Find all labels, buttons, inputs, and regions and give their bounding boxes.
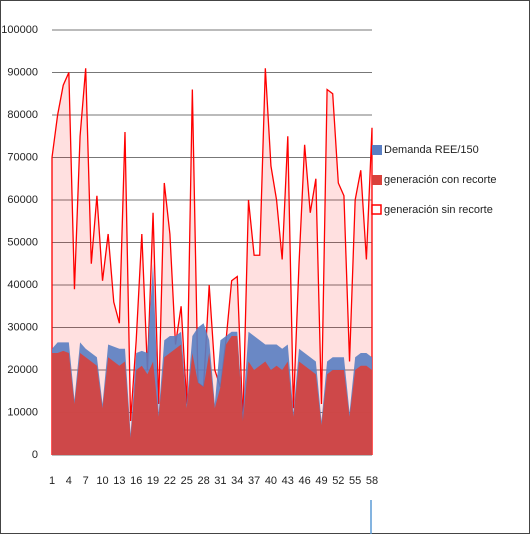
x-tick-label: 1 — [49, 475, 55, 487]
x-tick-label: 55 — [349, 475, 361, 487]
x-tick-label: 10 — [96, 475, 108, 487]
x-tick-label: 4 — [66, 475, 72, 487]
y-tick-label: 70000 — [7, 151, 38, 163]
x-tick-label: 52 — [332, 475, 344, 487]
legend-label: Demanda REE/150 — [384, 144, 479, 156]
x-tick-label: 13 — [113, 475, 125, 487]
area — [52, 336, 372, 455]
y-tick-label: 0 — [32, 449, 38, 461]
x-tick-label: 46 — [299, 475, 311, 487]
legend-label: generación con recorte — [384, 174, 497, 186]
legend-swatch — [371, 204, 382, 215]
x-tick-label: 43 — [282, 475, 294, 487]
y-tick-label: 90000 — [7, 66, 38, 78]
x-tick-label: 25 — [181, 475, 193, 487]
x-tick-label: 37 — [248, 475, 260, 487]
y-tick-label: 10000 — [7, 406, 38, 418]
y-tick-label: 30000 — [7, 321, 38, 333]
x-tick-label: 34 — [231, 475, 243, 487]
x-tick-label: 22 — [164, 475, 176, 487]
x-tick-label: 58 — [366, 475, 378, 487]
x-tick-label: 19 — [147, 475, 159, 487]
x-tick-label: 49 — [315, 475, 327, 487]
x-tick-label: 28 — [197, 475, 209, 487]
y-tick-label: 40000 — [7, 279, 38, 291]
y-tick-label: 100000 — [1, 24, 38, 36]
x-tick-label: 40 — [265, 475, 277, 487]
legend-swatch — [372, 175, 382, 185]
x-tick-label: 16 — [130, 475, 142, 487]
y-tick-label: 50000 — [7, 236, 38, 248]
x-tick-label: 7 — [83, 475, 89, 487]
y-tick-label: 60000 — [7, 194, 38, 206]
x-tick-label: 31 — [214, 475, 226, 487]
y-tick-label: 20000 — [7, 364, 38, 376]
legend-label: generación sin recorte — [384, 204, 493, 216]
y-tick-label: 80000 — [7, 109, 38, 121]
legend-swatch — [372, 145, 382, 155]
line — [51, 68, 373, 455]
